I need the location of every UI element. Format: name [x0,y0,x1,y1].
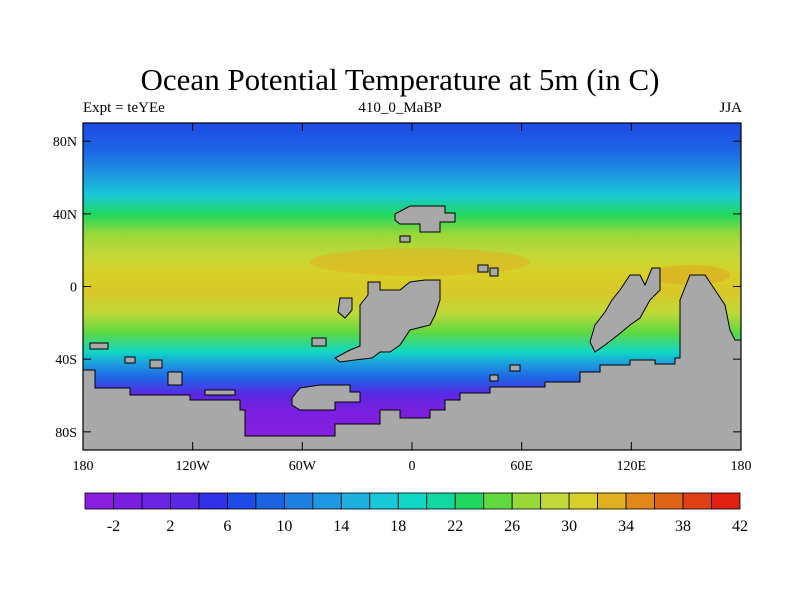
time-label: 410_0_MaBP [358,100,442,116]
land-islet-west [337,297,353,319]
colorbar-swatch [141,492,171,510]
colorbar-label: 2 [166,518,174,535]
colorbar-swatch [312,492,342,510]
southern-continent [82,274,742,451]
colorbar-swatch [426,492,456,510]
colorbar-swatch [369,492,399,510]
eastern-arc [589,267,661,353]
colorbar-label: 10 [276,518,292,535]
y-tick-label: 40S [55,353,77,368]
colorbar-swatch [283,492,314,510]
colorbar-swatch [568,492,599,510]
colorbar-swatch [511,492,542,510]
land-islet-ne1 [477,264,489,273]
experiment-label: Expt = teYEe [83,100,165,116]
season-label: JJA [719,100,742,116]
land-islet-sw [311,337,327,347]
x-tick-label: 120W [176,459,211,474]
colorbar-swatch [113,492,143,510]
land-islet-w1 [89,342,109,350]
colorbar-swatch [84,492,114,510]
x-tick-label: 0 [409,459,416,474]
colorbar-swatch [483,492,513,510]
map-title: Ocean Potential Temperature at 5m (in C) [140,62,660,97]
colorbar-label: 18 [390,518,406,535]
colorbar-label: 26 [504,518,520,535]
land-islet-s1 [489,374,499,382]
colorbar-swatch [625,492,655,510]
land-islet-w3 [149,359,163,369]
colorbar-label: 6 [223,518,231,535]
colorbar-swatch [170,492,200,510]
land-islet-ne2 [489,267,499,277]
colorbar-swatch [711,492,741,510]
land-islet-w2 [124,356,136,364]
y-axis: 80N 40N 0 40S 80S [53,135,741,441]
colorbar-label: 38 [675,518,691,535]
x-tick-label: 60E [510,459,533,474]
land-group [82,205,742,451]
colorbar-swatch [198,492,228,510]
colorbar-swatch [226,492,257,510]
land-islet-north [399,235,411,243]
colorbar-swatch [654,492,684,510]
colorbar-swatch [255,492,285,510]
colorbar-label: -2 [107,518,120,535]
warm-patch [310,248,530,276]
colorbar-swatch [597,492,627,510]
colorbar-swatch [340,492,371,510]
colorbar-swatch [397,492,428,510]
land-islet-w5 [204,389,236,396]
colorbar-label: 34 [618,518,634,535]
colorbar-label: 14 [333,518,349,535]
x-tick-label: 120E [617,459,647,474]
land-islet-w4 [167,371,183,386]
land-islet-s2 [509,364,521,372]
y-tick-label: 80N [53,135,77,150]
x-axis: 180 120W 60W 0 60E 120E 180 [73,123,752,474]
colorbar-label: 42 [732,518,748,535]
colorbar-label: 22 [447,518,463,535]
y-tick-label: 80S [55,426,77,441]
colorbar-swatch [454,492,485,510]
northern-landmass [394,205,456,233]
y-tick-label: 0 [70,281,77,296]
colorbar-swatch [540,492,570,510]
colorbar-swatch [682,492,712,510]
colorbar-label: 30 [561,518,577,535]
y-tick-label: 40N [53,208,77,223]
x-tick-label: 60W [289,459,317,474]
colorbar [84,492,741,510]
colorbar-labels: -2 2 6 10 14 18 22 26 30 34 38 42 [107,518,748,535]
land-island-south [291,384,361,411]
x-tick-label: 180 [73,459,94,474]
x-tick-label: 180 [731,459,752,474]
central-continent [334,279,441,363]
